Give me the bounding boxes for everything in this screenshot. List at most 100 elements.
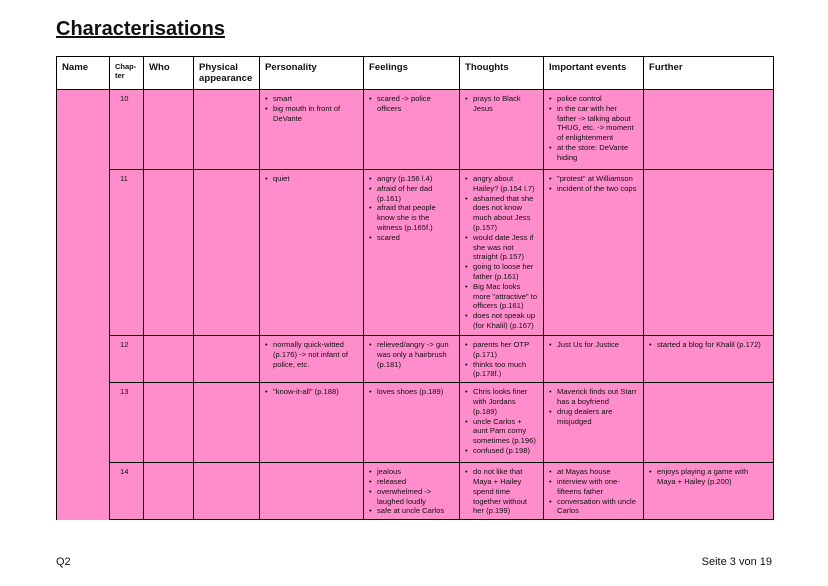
personality-list: normally quick-witted (p.176) -> not inf… — [265, 340, 358, 369]
header-chapter-line2: ter — [115, 71, 125, 80]
list-item: parents her OTP (p.171) — [465, 340, 538, 360]
list-item: at Mayas house — [549, 467, 638, 477]
list-item: in the car with her father -> talking ab… — [549, 104, 638, 143]
list-item: jealous — [369, 467, 454, 477]
list-item: smart — [265, 94, 358, 104]
list-item: would date Jess if she was not straight … — [465, 233, 538, 262]
cell-who — [143, 382, 194, 464]
cell-events: police controlin the car with her father… — [543, 89, 644, 170]
cell-feelings: relieved/angry -> gun was only a hairbru… — [363, 334, 460, 384]
cell-thoughts: do not like that Maya + Hailey spend tim… — [459, 462, 544, 521]
table-row: 11 quiet angry (p.156 l.4)afraid of her da… — [57, 169, 774, 336]
list-item: scared — [369, 233, 454, 243]
further-list: started a blog for Khalil (p.172) — [649, 340, 768, 350]
header-thoughts: Thoughts — [459, 56, 544, 90]
table-row: 12 normally quick-witted (p.176) -> not i… — [57, 334, 774, 384]
cell-further — [643, 382, 774, 464]
cell-physical — [193, 169, 260, 336]
events-list: "protest" at Williamsonincident of the t… — [549, 174, 638, 194]
list-item: at the store: DeVante hiding — [549, 143, 638, 163]
feelings-list: scared -> police officers — [369, 94, 454, 114]
header-physical-appearance: Physical appearance — [193, 56, 260, 90]
list-item: afraid that people know she is the witne… — [369, 203, 454, 232]
characterisations-table-wrap: Name Chap-ter Who Physical appearance Per… — [56, 56, 774, 521]
header-name: Name — [56, 56, 110, 90]
cell-further — [643, 169, 774, 336]
header-physical-line1: Physical — [199, 62, 238, 73]
cell-events: at Mayas houseinterview with one-fifteen… — [543, 462, 644, 521]
table-body: 10 smartbig mouth in front of DeVante scar… — [56, 89, 774, 521]
feelings-list: angry (p.156 l.4)afraid of her dad (p.16… — [369, 174, 454, 243]
cell-physical — [193, 89, 260, 170]
cell-further: started a blog for Khalil (p.172) — [643, 334, 774, 384]
thoughts-list: Chris looks finer with Jordans (p.189)un… — [465, 387, 538, 456]
list-item: normally quick-witted (p.176) -> not inf… — [265, 340, 358, 369]
cell-personality: smartbig mouth in front of DeVante — [259, 89, 364, 170]
feelings-list: loves shoes (p.189) — [369, 387, 454, 397]
cell-physical — [193, 462, 260, 521]
cell-physical — [193, 334, 260, 384]
feelings-list: relieved/angry -> gun was only a hairbru… — [369, 340, 454, 369]
feelings-list: jealousreleasedoverwhelmed -> laughed lo… — [369, 467, 454, 516]
characterisations-table: Name Chap-ter Who Physical appearance Per… — [56, 56, 774, 521]
header-row: Name Chap-ter Who Physical appearance Per… — [56, 56, 774, 90]
cell-chapter: 12 — [109, 334, 144, 384]
cell-feelings: angry (p.156 l.4)afraid of her dad (p.16… — [363, 169, 460, 336]
list-item: angry about Hailey? (p.154 l.7) — [465, 174, 538, 194]
cell-personality: normally quick-witted (p.176) -> not inf… — [259, 334, 364, 384]
cell-thoughts: angry about Hailey? (p.154 l.7)ashamed t… — [459, 169, 544, 336]
events-list: police controlin the car with her father… — [549, 94, 638, 163]
header-feelings: Feelings — [363, 56, 460, 90]
header-further: Further — [643, 56, 774, 90]
list-item: drug dealers are misjudged — [549, 407, 638, 427]
footer-page-number: Seite 3 von 19 — [701, 556, 772, 568]
cell-thoughts: prays to Black Jesus — [459, 89, 544, 170]
cell-further: enjoys playing a game with Maya + Hailey… — [643, 462, 774, 521]
list-item: scared -> police officers — [369, 94, 454, 114]
cell-chapter: 10 — [109, 89, 144, 170]
list-item: started a blog for Khalil (p.172) — [649, 340, 768, 350]
list-item: Chris looks finer with Jordans (p.189) — [465, 387, 538, 416]
personality-list: quiet — [265, 174, 358, 184]
table-row: 10 smartbig mouth in front of DeVante scar… — [56, 89, 774, 520]
footer-quarter-label: Q2 — [56, 556, 71, 568]
header-personality: Personality — [259, 56, 364, 90]
thoughts-list: prays to Black Jesus — [465, 94, 538, 114]
list-item: does not speak up (for Khalil) (p.167) — [465, 311, 538, 331]
cell-name — [56, 89, 110, 520]
cell-physical — [193, 382, 260, 464]
cell-feelings: jealousreleasedoverwhelmed -> laughed lo… — [363, 462, 460, 521]
cell-who — [143, 334, 194, 384]
events-list: Just Us for Justice — [549, 340, 638, 350]
list-item: quiet — [265, 174, 358, 184]
cell-chapter: 14 — [109, 462, 144, 521]
cell-who — [143, 169, 194, 336]
cell-feelings: loves shoes (p.189) — [363, 382, 460, 464]
thoughts-list: angry about Hailey? (p.154 l.7)ashamed t… — [465, 174, 538, 331]
table-row: 13 "know-it-all" (p.188) loves shoes (p.18… — [57, 382, 774, 464]
cell-thoughts: parents her OTP (p.171)thinks too much (… — [459, 334, 544, 384]
events-list: at Mayas houseinterview with one-fifteen… — [549, 467, 638, 516]
list-item: "protest" at Williamson — [549, 174, 638, 184]
header-who: Who — [143, 56, 194, 90]
cell-chapter: 11 — [109, 169, 144, 336]
list-item: confused (p.198) — [465, 446, 538, 456]
cell-further — [643, 89, 774, 170]
list-item: Just Us for Justice — [549, 340, 638, 350]
cell-personality: "know-it-all" (p.188) — [259, 382, 364, 464]
cell-feelings: scared -> police officers — [363, 89, 460, 170]
list-item: Maverick finds out Starr has a boyfriend — [549, 387, 638, 407]
list-item: uncle Carlos + aunt Pam corny sometimes … — [465, 417, 538, 446]
thoughts-list: do not like that Maya + Hailey spend tim… — [465, 467, 538, 516]
list-item: angry (p.156 l.4) — [369, 174, 454, 184]
list-item: interview with one-fifteens father — [549, 477, 638, 497]
events-list: Maverick finds out Starr has a boyfriend… — [549, 387, 638, 426]
thoughts-list: parents her OTP (p.171)thinks too much (… — [465, 340, 538, 379]
cell-who — [143, 89, 194, 170]
cell-personality — [259, 462, 364, 521]
cell-events: Just Us for Justice — [543, 334, 644, 384]
list-item: Big Mac looks more "attractive" to offic… — [465, 282, 538, 311]
list-item: safe at uncle Carlos — [369, 506, 454, 516]
cell-personality: quiet — [259, 169, 364, 336]
list-item: loves shoes (p.189) — [369, 387, 454, 397]
